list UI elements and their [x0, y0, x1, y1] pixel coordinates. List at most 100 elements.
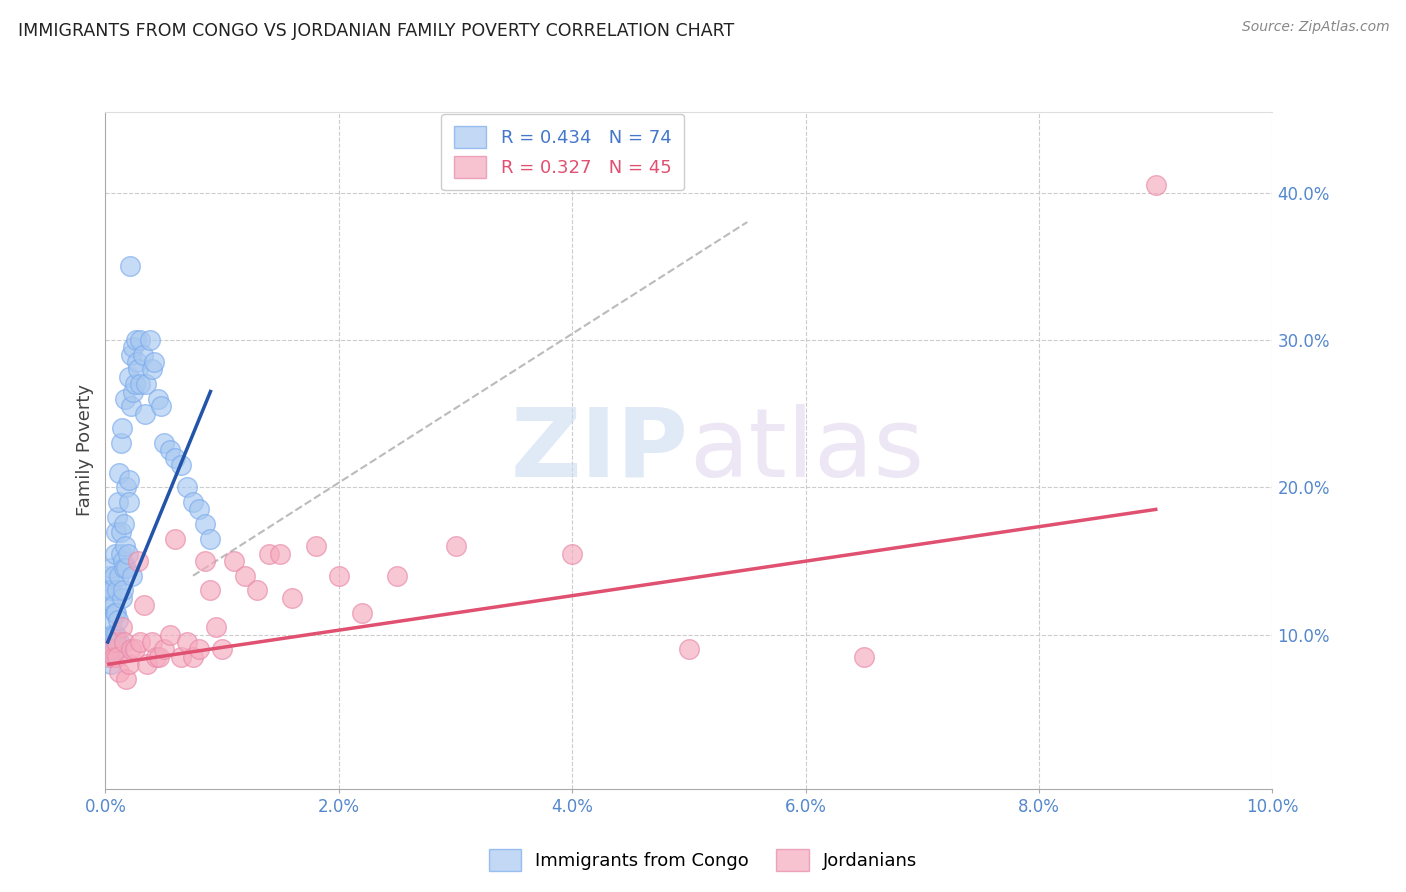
Point — [852, 649, 875, 664]
Point — [150, 399, 173, 413]
Point — [165, 450, 187, 465]
Point — [200, 532, 222, 546]
Point — [112, 561, 135, 575]
Point — [124, 642, 146, 657]
Point — [120, 399, 142, 413]
Point — [118, 473, 141, 487]
Text: ZIP: ZIP — [510, 404, 689, 497]
Point — [181, 649, 204, 664]
Point — [98, 642, 121, 657]
Point — [115, 672, 138, 686]
Point — [120, 642, 142, 657]
Point — [165, 532, 187, 546]
Point — [111, 583, 134, 598]
Point — [105, 642, 128, 657]
Point — [136, 657, 159, 672]
Point — [111, 554, 134, 568]
Point — [561, 547, 583, 561]
Point — [153, 642, 174, 657]
Point — [143, 355, 166, 369]
Point — [134, 407, 156, 421]
Y-axis label: Family Poverty: Family Poverty — [76, 384, 94, 516]
Point — [132, 348, 155, 362]
Point — [101, 635, 124, 649]
Point — [118, 495, 141, 509]
Point — [103, 649, 125, 664]
Point — [110, 547, 132, 561]
Point — [170, 649, 193, 664]
Point — [145, 649, 167, 664]
Point — [159, 443, 181, 458]
Point — [127, 554, 149, 568]
Point — [98, 583, 121, 598]
Point — [103, 598, 125, 612]
Point — [115, 561, 138, 575]
Point — [205, 620, 228, 634]
Point — [111, 591, 134, 605]
Text: atlas: atlas — [689, 404, 924, 497]
Point — [118, 369, 141, 384]
Text: Source: ZipAtlas.com: Source: ZipAtlas.com — [1241, 20, 1389, 34]
Point — [110, 436, 132, 450]
Point — [181, 495, 204, 509]
Text: IMMIGRANTS FROM CONGO VS JORDANIAN FAMILY POVERTY CORRELATION CHART: IMMIGRANTS FROM CONGO VS JORDANIAN FAMIL… — [18, 22, 734, 40]
Point — [104, 547, 127, 561]
Point — [127, 362, 149, 376]
Point — [194, 517, 217, 532]
Point — [187, 642, 209, 657]
Point — [385, 568, 408, 582]
Point — [108, 568, 131, 582]
Point — [104, 642, 127, 657]
Point — [124, 377, 146, 392]
Point — [304, 539, 326, 553]
Point — [678, 642, 700, 657]
Point — [129, 635, 152, 649]
Point — [101, 613, 124, 627]
Point — [328, 568, 350, 582]
Point — [108, 635, 131, 649]
Point — [1144, 178, 1167, 193]
Point — [129, 377, 152, 392]
Point — [97, 583, 120, 598]
Point — [139, 333, 162, 347]
Point — [107, 613, 129, 627]
Point — [246, 583, 269, 598]
Point — [187, 502, 209, 516]
Point — [211, 642, 233, 657]
Point — [122, 340, 145, 354]
Point — [176, 480, 198, 494]
Point — [111, 620, 134, 634]
Point — [110, 524, 132, 539]
Point — [141, 362, 163, 376]
Point — [194, 554, 217, 568]
Point — [112, 517, 135, 532]
Point — [111, 421, 134, 435]
Point — [105, 509, 128, 524]
Point — [97, 568, 120, 582]
Legend: R = 0.434   N = 74, R = 0.327   N = 45: R = 0.434 N = 74, R = 0.327 N = 45 — [441, 114, 685, 190]
Point — [105, 583, 128, 598]
Point — [108, 466, 131, 480]
Point — [170, 458, 193, 473]
Point — [97, 649, 120, 664]
Point — [107, 495, 129, 509]
Point — [104, 635, 127, 649]
Point — [118, 259, 141, 273]
Point — [120, 348, 142, 362]
Point — [103, 568, 125, 582]
Point — [125, 333, 148, 347]
Point — [104, 524, 127, 539]
Point — [104, 606, 127, 620]
Point — [118, 657, 141, 672]
Point — [153, 436, 174, 450]
Point — [125, 355, 148, 369]
Point — [100, 591, 122, 605]
Point — [176, 635, 198, 649]
Point — [104, 628, 127, 642]
Point — [121, 568, 143, 582]
Point — [100, 642, 122, 657]
Point — [235, 568, 257, 582]
Point — [352, 606, 374, 620]
Point — [281, 591, 304, 605]
Point — [146, 392, 169, 406]
